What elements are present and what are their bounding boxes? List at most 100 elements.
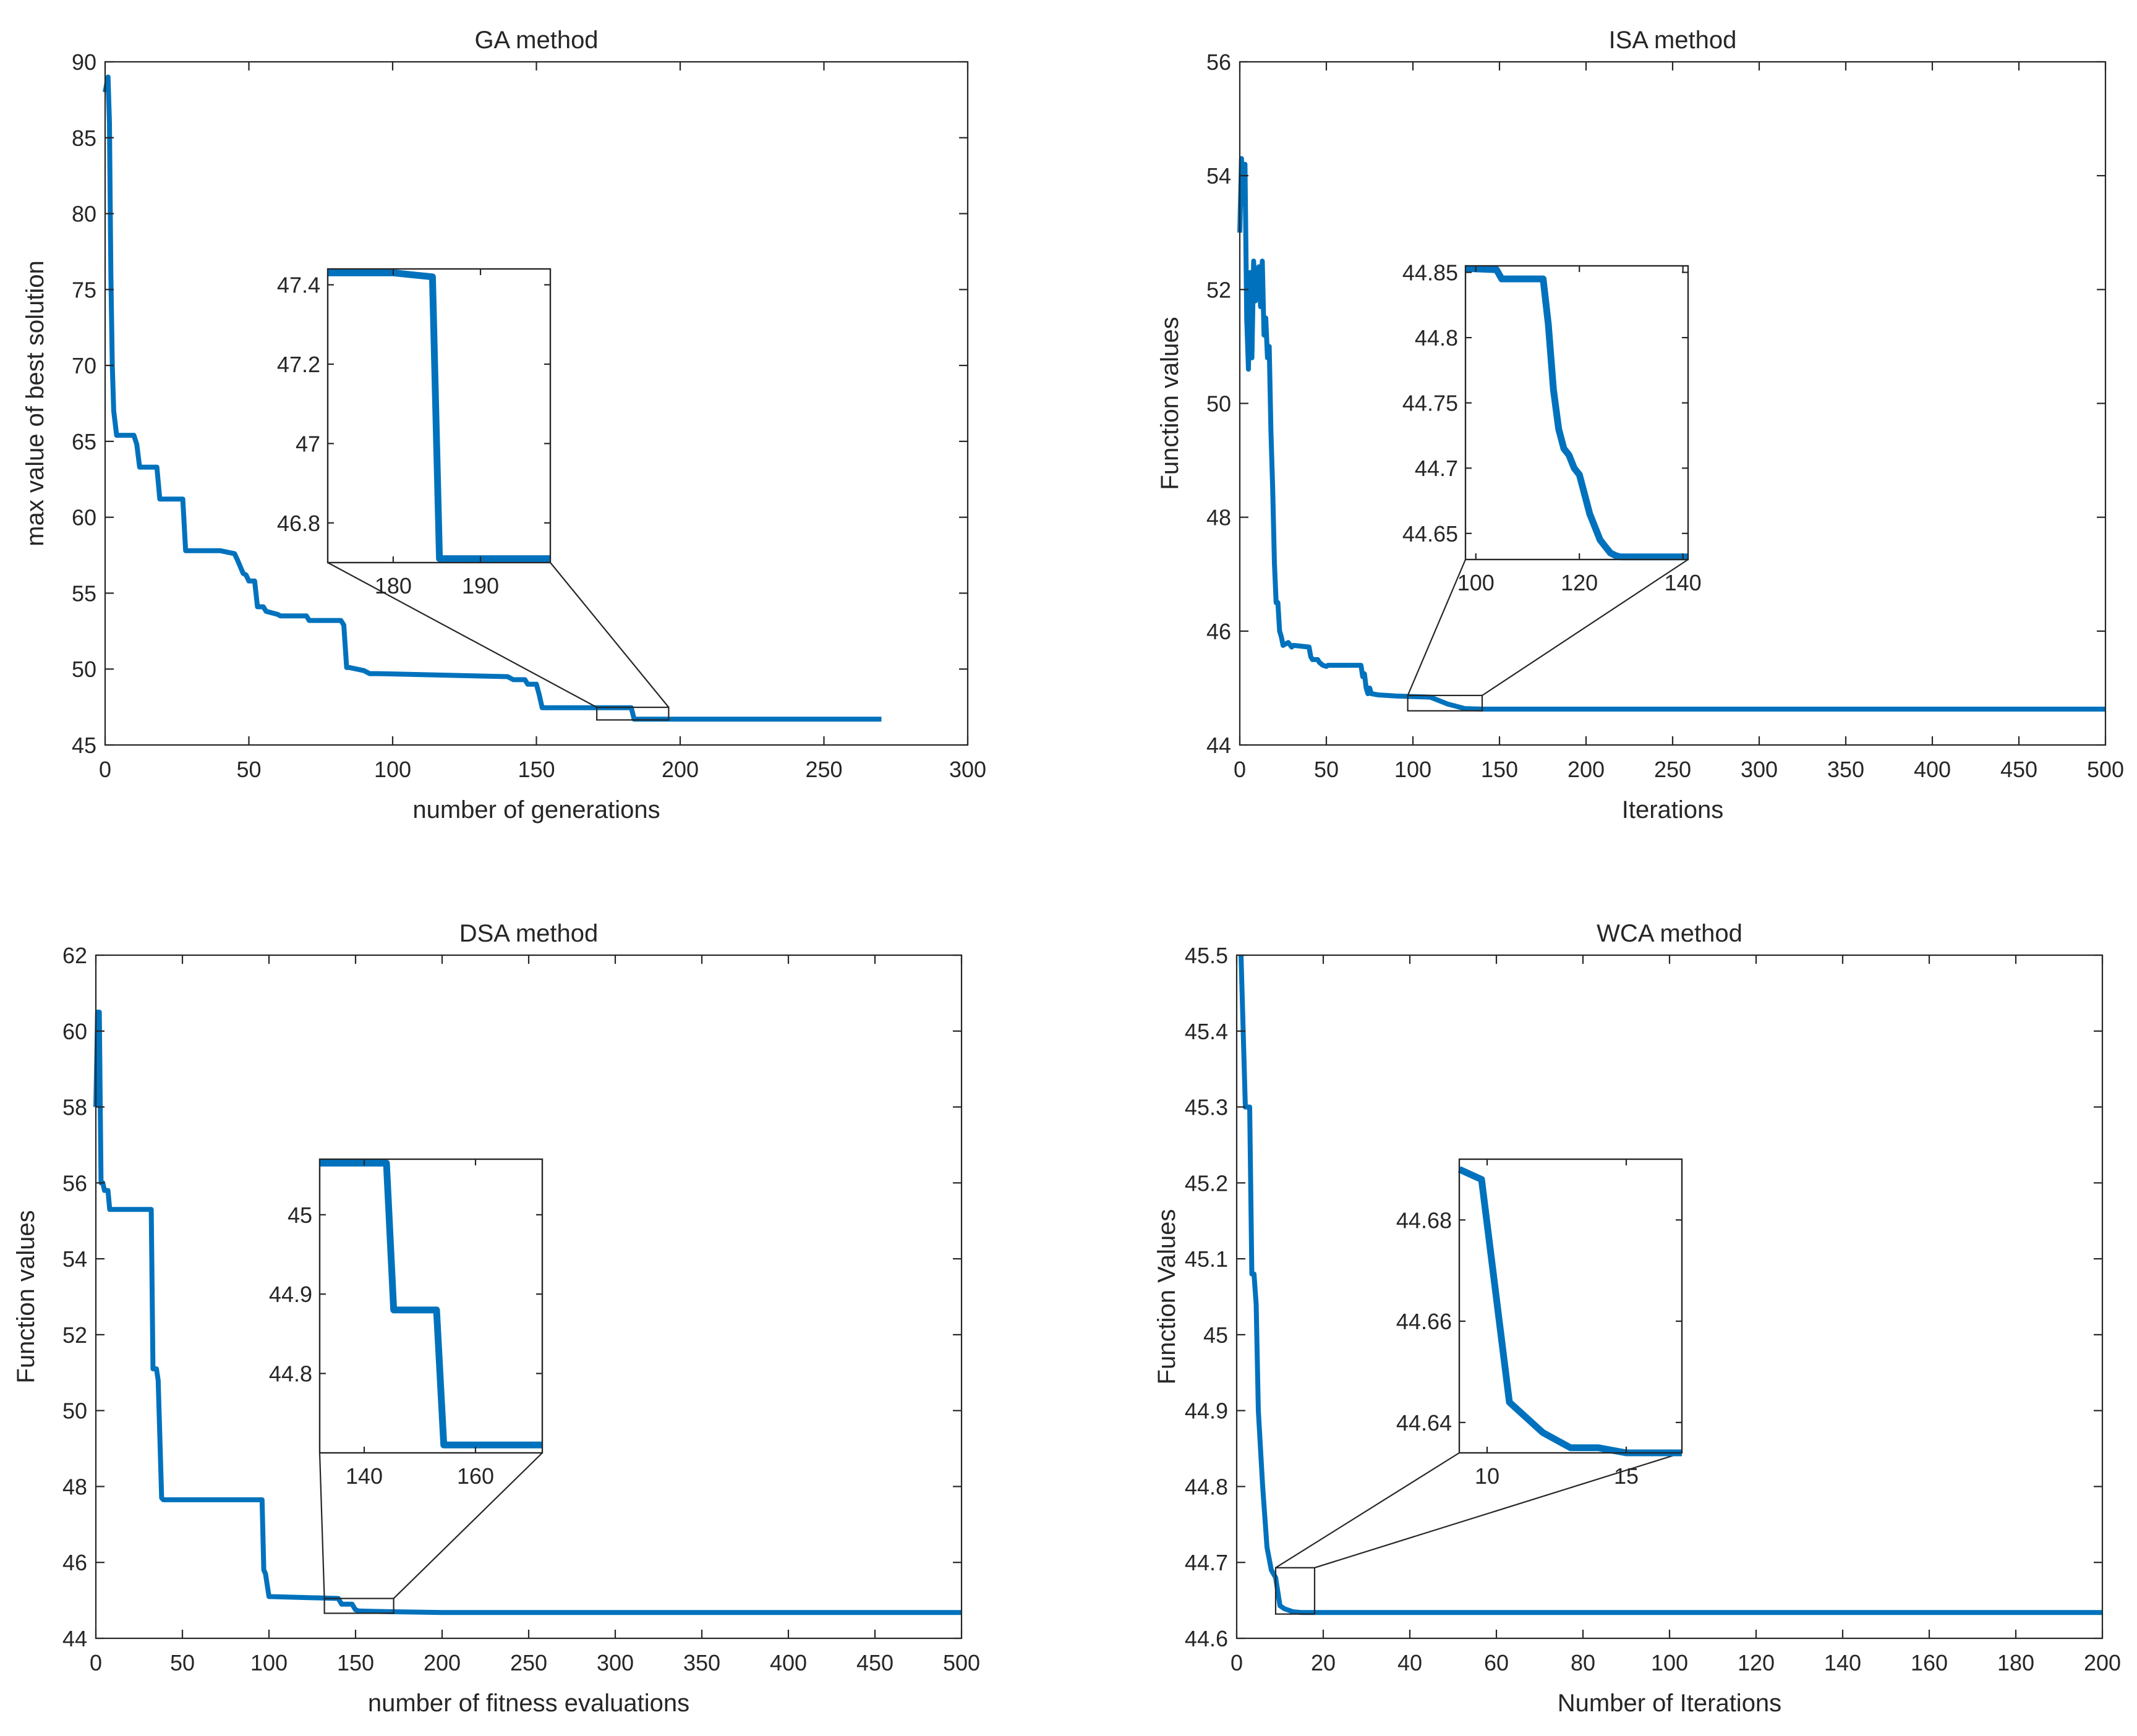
y-tick-label: 62: [62, 943, 87, 968]
y-tick-label: 90: [72, 49, 96, 75]
y-tick-label: 50: [1206, 391, 1231, 417]
y-tick-label: 48: [1206, 505, 1231, 530]
x-tick-label: 450: [2000, 757, 2037, 782]
inset-frame: [1464, 265, 1689, 561]
inset-frame: [1458, 1158, 1683, 1454]
y-tick-label: 45.2: [1185, 1170, 1228, 1196]
y-tick-label: 45.4: [1185, 1019, 1228, 1044]
inset-y-tick-label: 47: [296, 431, 320, 456]
inset-axes: 180 190 46.8 47 47.2 47.4: [277, 268, 552, 598]
y-tick-label: 60: [72, 505, 96, 530]
x-axis-label: Number of Iterations: [1558, 1690, 1781, 1717]
x-tick-label: 100: [1394, 757, 1431, 782]
x-tick-label: 120: [1738, 1650, 1775, 1675]
inset-x-tick-label: 120: [1561, 570, 1598, 595]
x-tick-label: 0: [1234, 757, 1246, 782]
inset-x-tick-label: 100: [1457, 570, 1495, 595]
inset-y-tick-label: 44.8: [1415, 325, 1458, 351]
y-tick-label: 54: [1206, 163, 1231, 189]
y-tick-label: 50: [62, 1398, 87, 1424]
zoom-connector-line: [1275, 1452, 1460, 1568]
inset-y-tick-label: 45: [288, 1202, 312, 1228]
x-tick-label: 200: [1568, 757, 1605, 782]
x-tick-label: 50: [170, 1650, 195, 1675]
series-line: [93, 1010, 962, 1615]
x-tick-label: 150: [518, 757, 555, 782]
y-tick-label: 45.3: [1185, 1095, 1228, 1120]
zoom-region-box: [1274, 1567, 1316, 1615]
x-tick-label: 0: [99, 757, 111, 782]
y-tick-label: 46: [62, 1550, 87, 1575]
series-line: [103, 74, 882, 722]
x-tick-label: 200: [662, 757, 699, 782]
inset-x-tick-label: 140: [346, 1463, 383, 1489]
zoom-region-box: [1407, 694, 1483, 712]
inset-frame-background: [318, 1158, 544, 1454]
y-tick-label: 58: [62, 1095, 87, 1120]
inset-x-tick-label: 180: [375, 573, 412, 598]
inset-y-tick-label: 44.8: [269, 1361, 312, 1387]
inset-x-tick-label: 190: [462, 573, 499, 598]
x-tick-label: 300: [1741, 757, 1778, 782]
series-line: [1239, 955, 2102, 1615]
x-tick-label: 0: [1231, 1650, 1243, 1675]
inset-y-tick-label: 44.64: [1396, 1410, 1452, 1436]
y-tick-label: 70: [72, 353, 96, 378]
y-tick-label: 46: [1206, 619, 1231, 644]
y-tick-label: 44.7: [1185, 1550, 1228, 1575]
y-tick-label: 75: [72, 277, 96, 302]
inset-y-tick-label: 47.4: [277, 273, 320, 298]
zoom-connector-line: [318, 1452, 325, 1599]
x-tick-label: 60: [1484, 1650, 1509, 1675]
y-tick-label: 80: [72, 202, 96, 227]
zoom-region-box: [596, 707, 670, 721]
x-tick-label: 100: [250, 1650, 288, 1675]
zoom-connector-line: [393, 1452, 543, 1599]
y-tick-label: 44: [1206, 733, 1231, 758]
x-axis-label: Iterations: [1622, 796, 1724, 823]
y-axis-label: Function values: [1156, 317, 1184, 490]
y-tick-label: 55: [72, 581, 96, 606]
zoom-connector-line: [1482, 559, 1689, 696]
y-tick-label: 45: [1203, 1322, 1228, 1348]
series-line: [1237, 156, 2105, 712]
zoom-region-box: [323, 1598, 395, 1614]
x-tick-label: 450: [856, 1650, 894, 1675]
inset-x-tick-label: 160: [457, 1463, 494, 1489]
y-tick-label: 56: [62, 1170, 87, 1196]
x-tick-label: 300: [597, 1650, 634, 1675]
inset-y-tick-label: 44.68: [1396, 1207, 1452, 1233]
y-tick-label: 44.9: [1185, 1398, 1228, 1424]
inset-y-tick-label: 44.75: [1402, 391, 1458, 416]
zoom-connector-line: [1314, 1452, 1683, 1568]
inset-y-tick-label: 44.65: [1402, 521, 1458, 547]
y-axis-label: Function values: [12, 1210, 40, 1383]
y-tick-label: 45: [72, 733, 96, 758]
y-tick-label: 85: [72, 126, 96, 151]
inset-y-tick-label: 46.8: [277, 511, 320, 536]
inset-frame-background: [1464, 265, 1689, 561]
chart-panel-1: 0 50 100 150 200 250 300 45 50 55 60 65 70 75 80 85 90 GA…: [22, 27, 986, 823]
y-axis-label: max value of best solution: [22, 260, 49, 546]
chart-panel-4: 0 20 40 60 80 100 120 140 160 180 200 44.6 44.7 44.8 4…: [1153, 920, 2121, 1717]
x-tick-label: 80: [1571, 1650, 1595, 1675]
inset-frame-background: [1458, 1158, 1683, 1454]
chart-panel-3: 0 50 100 150 200 250 300 350 400 450 500 44 46 48 50 52…: [12, 920, 980, 1717]
x-tick-label: 20: [1311, 1650, 1336, 1675]
y-tick-label: 54: [62, 1246, 87, 1272]
x-tick-label: 150: [337, 1650, 374, 1675]
inset-y-tick-label: 47.2: [277, 352, 320, 377]
chart-title: GA method: [474, 27, 598, 54]
x-tick-label: 400: [770, 1650, 807, 1675]
x-tick-label: 400: [1914, 757, 1951, 782]
y-tick-label: 52: [62, 1322, 87, 1348]
x-tick-label: 200: [424, 1650, 461, 1675]
x-tick-label: 0: [90, 1650, 102, 1675]
inset-series-line: [320, 1159, 542, 1449]
x-tick-label: 100: [1651, 1650, 1688, 1675]
zoom-connector-line: [1407, 559, 1467, 696]
zoom-connector-line: [550, 562, 670, 708]
x-tick-label: 50: [1314, 757, 1339, 782]
chart-title: WCA method: [1597, 920, 1742, 947]
